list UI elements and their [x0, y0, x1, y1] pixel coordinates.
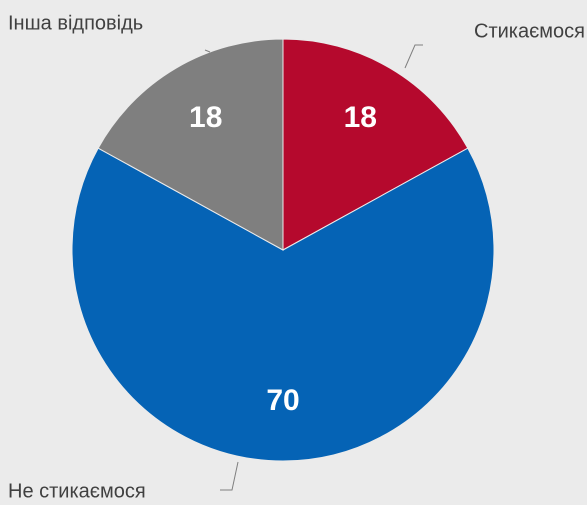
category-label: Інша відповідь — [8, 12, 143, 34]
leader-line — [220, 461, 239, 491]
pie-slice — [71, 147, 495, 462]
data-label: 18 — [344, 101, 377, 134]
leader-line — [404, 44, 423, 69]
category-label: Стикаємося — [474, 20, 585, 42]
pie-slice — [282, 38, 469, 251]
leader-line — [204, 49, 211, 53]
pie-slice — [97, 38, 284, 251]
data-label: 70 — [266, 384, 299, 417]
category-label: Не стикаємося — [8, 480, 146, 502]
data-label: 18 — [189, 101, 222, 134]
